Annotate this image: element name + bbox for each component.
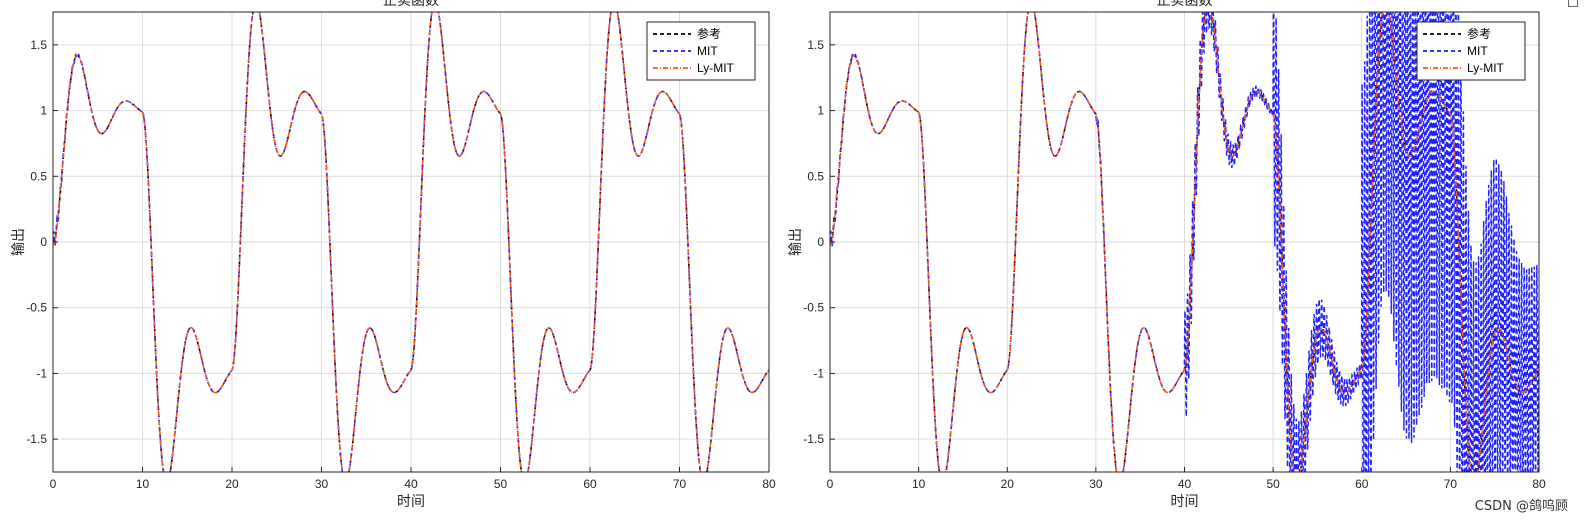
- x-tick-label: 0: [50, 477, 57, 491]
- x-tick-label: 60: [1355, 477, 1369, 491]
- legend-entry: Ly-MIT: [1467, 61, 1505, 75]
- axes-box: [52, 11, 770, 473]
- y-tick-label: -1: [813, 366, 824, 380]
- legend-box: [1416, 21, 1526, 81]
- legend: 参考 MIT Ly-MIT: [646, 21, 756, 81]
- x-tick-label: 70: [1444, 477, 1458, 491]
- x-tick-label: 70: [673, 477, 687, 491]
- chart-title: 正实函数: [383, 0, 439, 9]
- x-tick-label: 10: [912, 477, 926, 491]
- legend-entry: MIT: [1467, 44, 1488, 58]
- x-tick-label: 40: [1178, 477, 1192, 491]
- x-tick-label: 20: [225, 477, 239, 491]
- chart-panel-1: 0 10 20 30 40 50 60 70 80 1.5 1 0.5 0 -0.5 -1 -1.5 正实函数时…: [11, 0, 776, 510]
- x-tick-label: 60: [583, 477, 597, 491]
- series-group: [53, 12, 769, 472]
- watermark: CSDN @鸽呜顾: [1474, 499, 1568, 514]
- y-tick-label: 0.5: [807, 169, 824, 183]
- chart-panel-2: 0 10 20 30 40 50 60 70 80 1.5 1 0.5 0 -0.5 -1 -1.5 正实函数时…: [788, 0, 1546, 510]
- series-line-ly-mit: [53, 12, 769, 472]
- x-tick-label: 50: [1266, 477, 1280, 491]
- y-tick-label: 0.5: [30, 169, 47, 183]
- axes-box: [829, 11, 1540, 473]
- y-tick-label: -0.5: [26, 301, 47, 315]
- x-tick-label: 20: [1001, 477, 1015, 491]
- y-tick-label: 0: [40, 235, 47, 249]
- window-corner-icon: [1568, 0, 1578, 7]
- legend-entry: 参考: [1467, 26, 1491, 41]
- legend-entry: MIT: [697, 44, 718, 58]
- y-tick-label: 1.5: [30, 38, 47, 52]
- y-axis-label: 输出: [788, 228, 804, 256]
- x-tick-label: 80: [1532, 477, 1546, 491]
- y-tick-label: -1: [36, 366, 47, 380]
- x-tick-label: 10: [136, 477, 150, 491]
- x-tick-label: 50: [494, 477, 508, 491]
- chart-title: 正实函数: [1157, 0, 1213, 9]
- x-axis-label: 时间: [1171, 494, 1199, 510]
- legend-entry: Ly-MIT: [697, 61, 735, 75]
- y-tick-label: -1.5: [26, 432, 47, 446]
- x-tick-label: 0: [827, 477, 834, 491]
- series-line-mit: [830, 12, 1539, 472]
- legend: 参考 MIT Ly-MIT: [1416, 21, 1526, 81]
- y-tick-label: 0: [817, 235, 824, 249]
- y-tick-label: -1.5: [803, 432, 824, 446]
- x-tick-label: 40: [404, 477, 418, 491]
- y-tick-label: 1: [817, 104, 824, 118]
- x-axis-label: 时间: [397, 494, 425, 510]
- legend-entry: 参考: [697, 26, 721, 41]
- y-tick-label: -0.5: [803, 301, 824, 315]
- y-axis-label: 输出: [11, 228, 27, 256]
- x-tick-label: 30: [1089, 477, 1103, 491]
- x-tick-label: 80: [762, 477, 776, 491]
- y-tick-label: 1.5: [807, 38, 824, 52]
- x-tick-label: 30: [315, 477, 329, 491]
- series-group: [830, 12, 1539, 472]
- legend-box: [646, 21, 756, 81]
- y-tick-label: 1: [40, 104, 47, 118]
- series-line-ly-mit: [830, 12, 1539, 472]
